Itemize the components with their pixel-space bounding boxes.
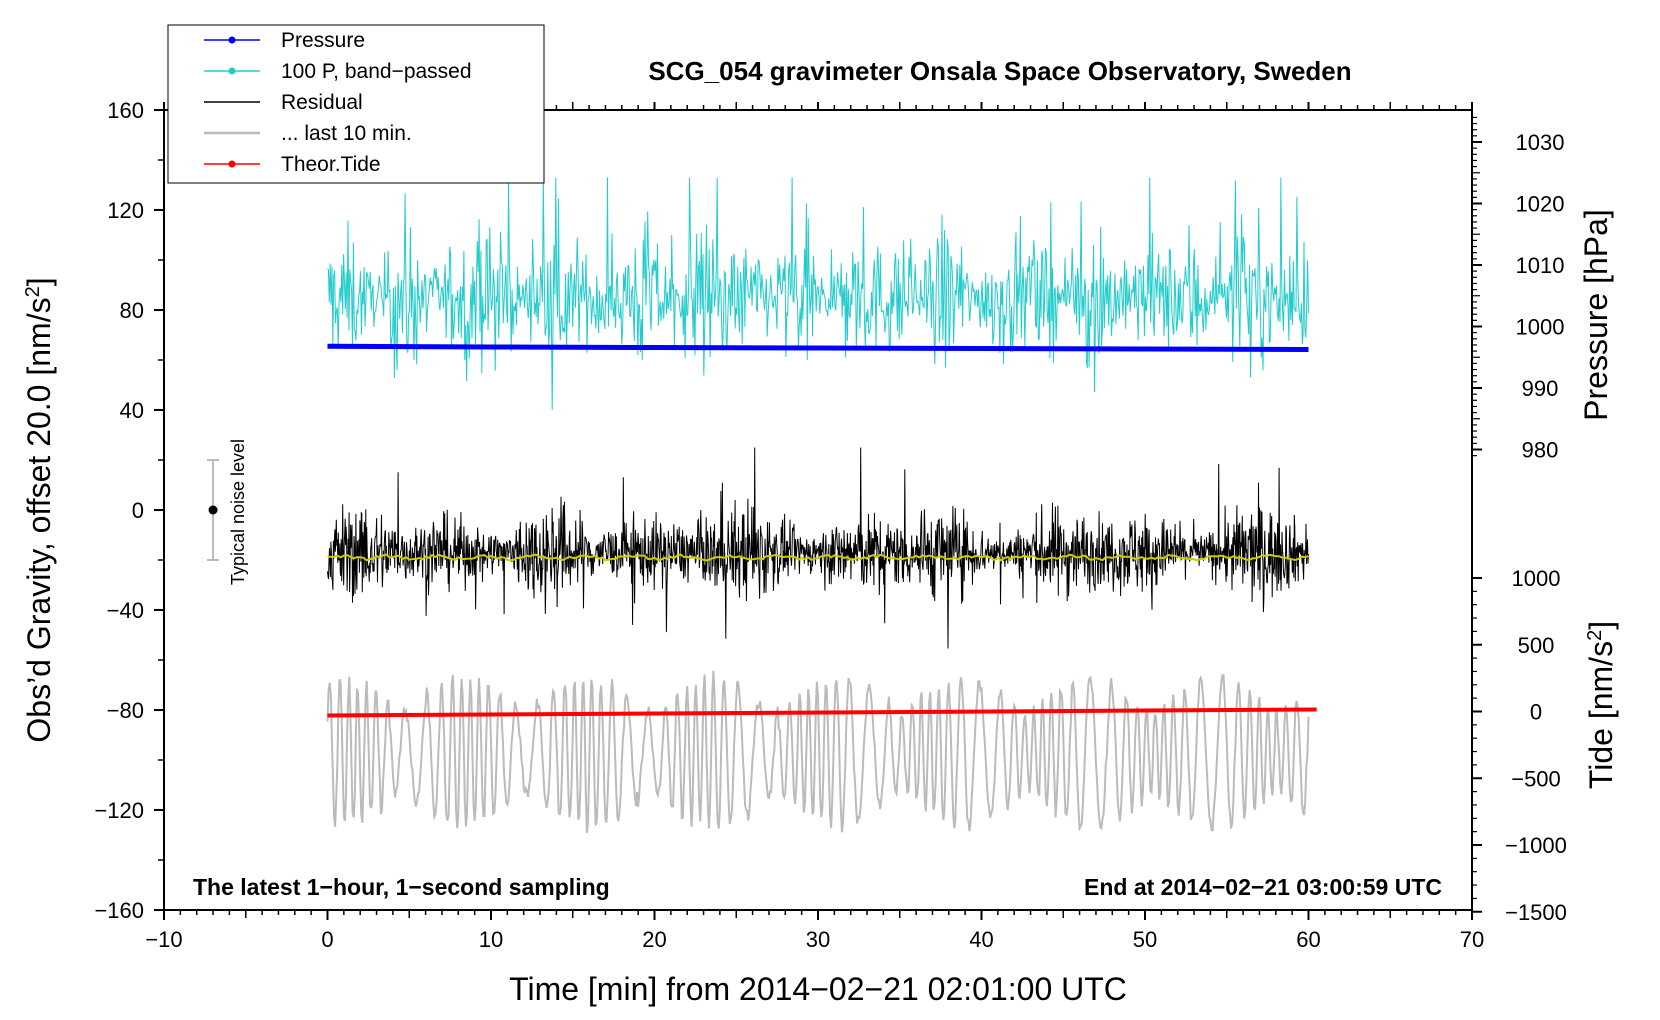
x-tick-label: 60	[1296, 927, 1320, 952]
series-line-bandpassed-pressure	[327, 177, 1309, 410]
noise-bar-label: Typical noise level	[228, 439, 248, 585]
x-tick-label: 30	[806, 927, 830, 952]
y-axis-title-end: ]	[21, 277, 57, 286]
y-tick-label: −80	[107, 698, 144, 723]
y-axis-title-sup: 2	[22, 286, 44, 297]
legend-label: ... last 10 min.	[281, 122, 412, 145]
pressure-axis-title: Pressure [hPa]	[1578, 209, 1614, 421]
sampling-annotation: The latest 1−hour, 1−second sampling	[193, 874, 610, 900]
legend-marker	[228, 160, 236, 168]
legend-label: Residual	[281, 91, 363, 114]
pressure-tick-label: 980	[1522, 438, 1559, 463]
legend-label: Pressure	[281, 29, 365, 52]
legend-box	[167, 24, 545, 184]
noise-bar: Typical noise level	[207, 439, 248, 585]
series-line-residual	[327, 447, 1309, 649]
series-layer	[326, 177, 1317, 834]
pressure-tick-label: 1010	[1516, 253, 1565, 278]
tide-axis-title-end: ]	[1583, 621, 1619, 630]
tide-tick-label: −500	[1511, 766, 1561, 791]
tide-tick-label: 0	[1530, 700, 1542, 725]
legend-label: Theor.Tide	[281, 153, 381, 176]
y-tick-label: 120	[107, 198, 144, 223]
y-axis-title: Obs’d Gravity, offset 20.0 [nm/s2]	[21, 277, 57, 742]
x-tick-label: 0	[321, 927, 333, 952]
x-tick-label: 40	[969, 927, 993, 952]
tide-axis-title-sup: 2	[1584, 630, 1606, 641]
legend-label: 100 P, band−passed	[281, 60, 472, 83]
y-tick-label: −40	[107, 598, 144, 623]
x-tick-label: 10	[479, 927, 503, 952]
y-tick-label: −120	[94, 798, 144, 823]
y-tick-label: 160	[107, 98, 144, 123]
series-line-last-10-min	[326, 670, 1310, 834]
tide-tick-label: −1000	[1505, 833, 1567, 858]
x-tick-label: 70	[1460, 927, 1484, 952]
series-line-residual-smoothed	[327, 553, 1309, 562]
chart-title: SCG_054 gravimeter Onsala Space Observat…	[648, 56, 1351, 86]
y-tick-label: 0	[132, 498, 144, 523]
pressure-tick-label: 990	[1522, 376, 1559, 401]
pressure-tick-label: 1020	[1516, 192, 1565, 217]
tide-axis-title: Tide [nm/s2]	[1583, 621, 1619, 789]
ticks-layer: −10 0 10 20 30 40 50 60 7016012080400−40−80−120−…	[94, 98, 1566, 952]
tide-tick-label: 1000	[1512, 566, 1561, 591]
x-axis-title: Time [min] from 2014−02−21 02:01:00 UTC	[509, 971, 1127, 1007]
tide-axis-title-main: Tide [nm/s	[1583, 641, 1619, 789]
legend: Pressure 100 P, band−passed Residual ... la…	[167, 24, 545, 184]
y-axis-title-main: Obs’d Gravity, offset 20.0 [nm/s	[21, 297, 57, 742]
end-time-annotation: End at 2014−02−21 03:00:59 UTC	[1084, 874, 1442, 900]
series-line-theoretical-tide	[327, 707, 1317, 718]
legend-marker	[228, 67, 236, 75]
pressure-tick-label: 1000	[1516, 315, 1565, 340]
legend-marker	[228, 36, 236, 44]
series-line-pressure	[327, 343, 1309, 352]
y-tick-label: 80	[120, 298, 144, 323]
x-tick-label: −10	[145, 927, 182, 952]
noise-bar-point	[208, 505, 218, 515]
tide-tick-label: 500	[1518, 633, 1555, 658]
x-tick-label: 20	[642, 927, 666, 952]
pressure-tick-label: 1030	[1516, 130, 1565, 155]
x-tick-label: 50	[1133, 927, 1157, 952]
y-tick-label: −160	[94, 898, 144, 923]
tide-tick-label: −1500	[1505, 900, 1567, 925]
y-tick-label: 40	[120, 398, 144, 423]
